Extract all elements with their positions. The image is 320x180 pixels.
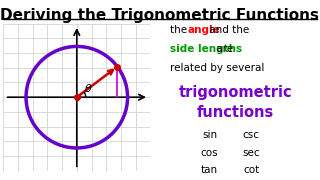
Text: trigonometric: trigonometric bbox=[178, 85, 292, 100]
Text: Deriving the Trigonometric Functions: Deriving the Trigonometric Functions bbox=[1, 8, 319, 23]
Text: sin: sin bbox=[202, 130, 217, 141]
Text: side lengths: side lengths bbox=[170, 44, 242, 54]
Text: functions: functions bbox=[196, 105, 274, 120]
Text: tan: tan bbox=[201, 165, 218, 175]
Text: cot: cot bbox=[243, 165, 259, 175]
Text: angle: angle bbox=[187, 25, 220, 35]
Text: the: the bbox=[170, 25, 190, 35]
Text: θ: θ bbox=[84, 84, 91, 94]
Text: sec: sec bbox=[242, 148, 260, 158]
Text: related by several: related by several bbox=[170, 63, 264, 73]
Text: and the: and the bbox=[206, 25, 250, 35]
Text: csc: csc bbox=[243, 130, 260, 141]
Text: cos: cos bbox=[201, 148, 219, 158]
Text: are: are bbox=[213, 44, 233, 54]
